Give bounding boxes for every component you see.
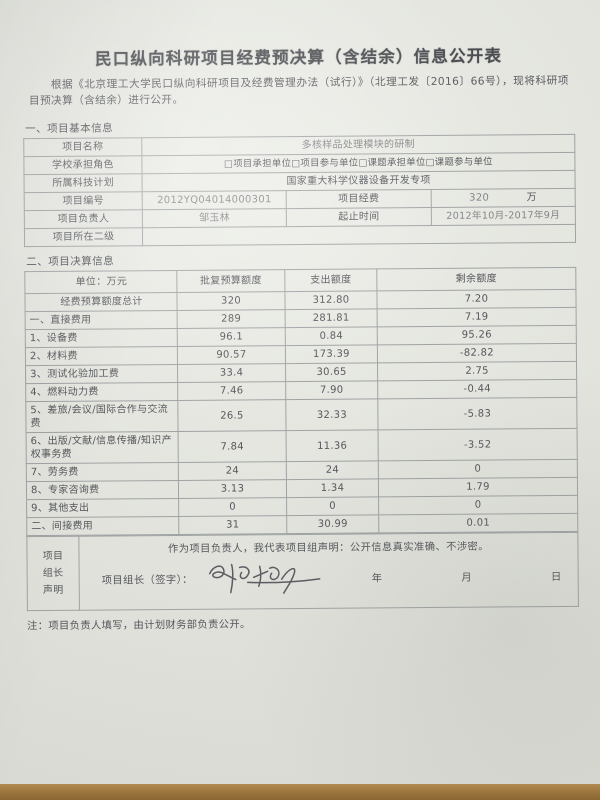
table-row-statement: 项目 组长 声明 作为项目负责人，我代表项目组声明：公开信息真实准确、不涉密。 … [26,532,579,611]
statement-side-label: 项目 组长 声明 [26,536,80,611]
budget-item-label: 6、出版/文献/信息传播/知识产权事务费 [26,431,179,464]
budget-remaining: 0 [378,495,578,515]
value-period[interactable]: 2012年10月-2017年9月 [430,206,576,226]
value-leader[interactable]: 邹玉林 [142,208,287,228]
budget-remaining: 7.20 [376,289,577,309]
desk-surface [0,784,600,800]
budget-remaining: -0.44 [377,379,577,399]
value-project-no[interactable]: 2012YQ04014000301 [142,190,287,210]
budget-spent: 32.33 [285,398,379,431]
budget-remaining: 0 [378,459,578,479]
budget-remaining: -82.82 [377,343,577,363]
budget-approved: 7.46 [177,381,286,401]
table-row: 6、出版/文献/信息传播/知识产权事务费 7.84 11.36 -3.52 [26,428,578,464]
label-department: 项目所在二级 [24,227,143,247]
budget-table: 单位：万元 批复预算额度 支出额度 剩余额度 经费预算额度总计 320 312.… [24,267,578,536]
budget-approved: 7.84 [178,430,287,463]
statement-table: 项目 组长 声明 作为项目负责人，我代表项目组声明：公开信息真实准确、不涉密。 … [26,532,579,611]
signature-handwritten[interactable] [202,558,372,595]
signature-label: 项目组长（签字）： [101,573,193,587]
label-leader: 项目负责人 [24,209,143,229]
signature-row: 项目组长（签字）： [80,553,578,594]
budget-spent: 1.34 [286,478,379,498]
intro-paragraph: 根据《北京理工大学民口纵向科研项目及经费管理办法（试行）》（北理工发〔2016〕… [28,73,569,107]
budget-item-label: 9、其他支出 [26,498,179,518]
label-project-name: 项目名称 [23,137,142,157]
budget-spent: 0 [286,496,379,516]
budget-approved: 90.57 [177,345,286,365]
budget-approved: 0 [178,497,287,517]
budget-approved: 289 [177,309,286,329]
budget-approved: 26.5 [177,399,287,432]
budget-item-label: 3、测试化验加工费 [25,364,178,384]
label-funding: 项目经费 [286,189,431,209]
value-project-name[interactable]: 多核样品处理模块的研制 [141,134,575,156]
budget-remaining: -5.83 [377,397,578,430]
signature-icon [208,563,321,594]
budget-spent: 30.99 [286,514,379,534]
table-row: 5、差旅/会议/国际合作与交流费 26.5 32.33 -5.83 [25,397,578,433]
date-year-label: 年 [371,572,383,585]
budget-spent: 11.36 [286,429,379,462]
budget-approved: 96.1 [177,327,286,347]
budget-approved: 3.13 [178,479,287,499]
label-school-role: 学校承担角色 [23,155,143,175]
budget-spent: 281.81 [285,308,378,328]
date-fields: 年 月 日 [372,571,562,585]
budget-spent: 30.65 [285,362,378,382]
budget-remaining: 95.26 [377,325,577,345]
basic-info-table: 项目名称 多核样品处理模块的研制 学校承担角色 □项目承担单位□项目参与单位□课… [23,134,576,247]
budget-item-label: 经费预算额度总计 [24,292,178,312]
value-funding: 320 [469,192,490,204]
budget-remaining: 0.01 [378,513,578,533]
label-project-no: 项目编号 [24,191,143,211]
budget-item-label: 一、直接费用 [25,310,178,330]
budget-spent: 173.39 [285,344,378,364]
budget-remaining: 7.19 [377,307,577,327]
label-period: 起止时间 [286,207,432,227]
budget-approved: 24 [178,461,287,481]
date-month-label: 月 [461,571,473,584]
budget-remaining: -3.52 [378,428,578,461]
budget-spent: 24 [286,460,379,480]
section-basic-info: 一、项目基本信息 项目名称 多核样品处理模块的研制 学校承担角色 □项目承担单位… [23,114,576,247]
statement-body: 作为项目负责人，我代表项目组声明：公开信息真实准确、不涉密。 项目组长（签字）： [78,532,579,611]
budget-approved: 320 [176,291,286,311]
budget-item-label: 5、差旅/会议/国际合作与交流费 [25,400,179,433]
budget-col-remaining: 剩余额度 [376,267,576,291]
budget-approved: 31 [178,515,287,535]
budget-remaining: 2.75 [377,361,577,381]
budget-col-spent: 支出额度 [284,268,377,292]
section-budget: 二、项目决算信息 单位：万元 批复预算额度 支出额度 剩余额度 经费预算额度总计… [24,247,578,536]
budget-item-label: 2、材料费 [25,346,178,366]
budget-item-label: 1、设备费 [25,328,178,348]
value-department[interactable] [142,224,576,246]
statement-side-label-line1: 项目 [42,550,64,563]
page-title: 民口纵向科研项目经费预决算（含结余）信息公开表 [94,46,503,69]
budget-spent: 0.84 [285,326,378,346]
budget-spent: 7.90 [285,380,378,400]
budget-approved: 33.4 [177,363,286,383]
budget-item-label: 二、间接费用 [26,516,179,536]
budget-remaining: 1.79 [378,477,578,497]
budget-item-label: 8、专家咨询费 [26,480,179,500]
table-row-department: 项目所在二级 [24,224,576,247]
funding-unit: 万 [526,192,537,204]
statement-side-label-line3: 声明 [42,584,64,597]
statement-side-label-line2: 组长 [42,567,64,580]
value-funding-cell[interactable]: 320 万 [430,188,576,208]
budget-item-label: 4、燃料动力费 [25,382,178,402]
footer-note: 注：项目负责人填写，由计划财务部负责公开。 [27,618,251,633]
date-day-label: 日 [550,570,562,584]
budget-spent: 312.80 [284,290,378,310]
budget-col-approved: 批复预算额度 [176,269,285,293]
label-tech-plan: 所属科技计划 [24,173,143,193]
section-statement: 项目 组长 声明 作为项目负责人，我代表项目组声明：公开信息真实准确、不涉密。 … [26,532,579,611]
budget-item-label: 7、劳务费 [26,462,179,482]
budget-unit-label: 单位：万元 [24,270,177,294]
